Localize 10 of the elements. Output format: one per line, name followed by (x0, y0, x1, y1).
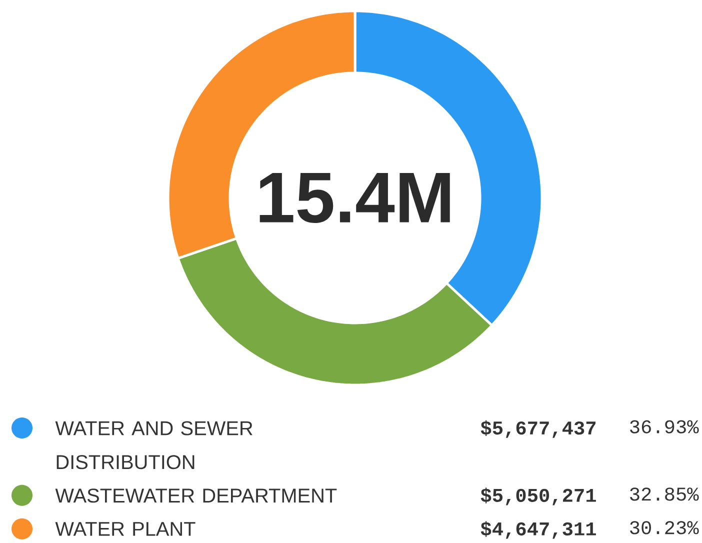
text: 30.23% (630, 521, 699, 534)
text: 36.93% (630, 420, 699, 434)
legend-label: WATER AND SEWER DISTRIBUTION (55, 421, 252, 470)
text: 15.4M (260, 172, 450, 224)
text: $5,050,271 (480, 488, 596, 506)
legend-label: WASTEWATER DEPARTMENT (55, 488, 337, 503)
legend-label: WATER PLANT (55, 522, 196, 536)
text: 32.85% (630, 488, 699, 501)
text: $4,647,311 (480, 521, 596, 539)
text: $5,677,437 (480, 420, 596, 438)
